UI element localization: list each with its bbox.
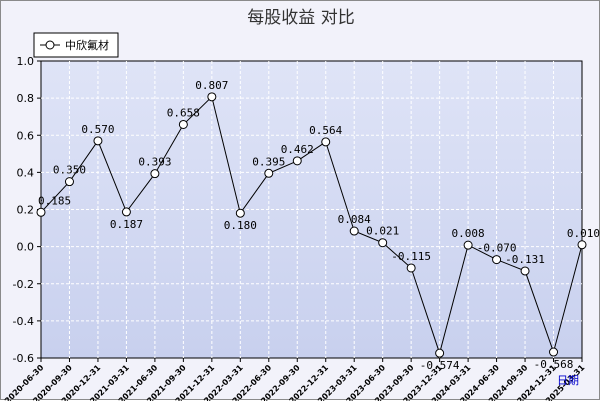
data-point — [549, 347, 559, 357]
data-point — [36, 207, 46, 217]
y-tick-label: 1.0 — [17, 55, 35, 68]
data-point — [435, 348, 445, 358]
data-label: 0.462 — [281, 143, 314, 156]
data-labels: 0.185 0.350 0.570 0.187 0.393 0.658 0.807 0.180… — [38, 79, 600, 372]
data-label: -0.568 — [534, 358, 574, 371]
y-tick-label: 0.4 — [17, 166, 35, 179]
data-label: 0.395 — [252, 155, 285, 168]
y-tick-label: 0.6 — [17, 129, 35, 142]
data-label: 0.010 — [567, 227, 600, 240]
grid-lines — [41, 61, 582, 358]
data-label: 0.393 — [138, 156, 171, 169]
data-point — [178, 119, 188, 129]
data-point — [406, 263, 416, 273]
data-label: 0.185 — [38, 194, 71, 207]
data-point — [321, 137, 331, 147]
chart-title: 每股收益 对比 — [247, 8, 354, 28]
data-label: 0.021 — [366, 225, 399, 238]
data-point — [349, 226, 359, 236]
data-label: 0.350 — [53, 164, 86, 177]
y-tick-label: -0.4 — [13, 315, 34, 328]
data-point — [207, 92, 217, 102]
data-label: -0.070 — [477, 242, 517, 255]
x-axis-label: 日期 — [557, 374, 579, 387]
data-label: 0.180 — [224, 219, 257, 232]
y-axis-ticks: 1.0 0.8 0.6 0.4 0.2 0.0 -0.2 -0.4 -0.6 — [13, 55, 41, 365]
data-label: -0.115 — [391, 250, 431, 263]
y-tick-label: 0.0 — [17, 241, 35, 254]
data-point — [463, 240, 473, 250]
data-point — [264, 168, 274, 178]
data-point — [93, 136, 103, 146]
data-label: 0.008 — [452, 227, 485, 240]
legend-marker-icon — [45, 40, 55, 50]
data-point — [520, 266, 530, 276]
data-label: 0.187 — [110, 218, 143, 231]
y-tick-label: 0.8 — [17, 92, 35, 105]
y-tick-label: -0.6 — [13, 352, 34, 365]
data-label: 0.564 — [309, 124, 342, 137]
x-axis-ticks: 2020-06-302020-09-302020-12-312021-03-31… — [3, 358, 587, 401]
data-label: 0.084 — [338, 213, 371, 226]
legend: 中欣氟材 — [33, 32, 119, 58]
series-markers — [36, 92, 587, 358]
data-label: -0.131 — [505, 253, 545, 266]
data-point — [492, 255, 502, 265]
data-point — [378, 238, 388, 248]
data-point — [121, 207, 131, 217]
data-label: -0.574 — [420, 359, 460, 372]
legend-series-name: 中欣氟材 — [65, 38, 109, 52]
data-label: 0.570 — [81, 123, 114, 136]
data-point — [64, 177, 74, 187]
data-point — [292, 156, 302, 166]
data-label: 0.807 — [195, 79, 228, 92]
data-point — [150, 169, 160, 179]
data-point — [235, 208, 245, 218]
data-label: 0.658 — [167, 106, 200, 119]
y-tick-label: -0.2 — [13, 278, 34, 291]
series-line-zhongxin — [40, 95, 583, 355]
y-tick-label: 0.2 — [17, 204, 35, 217]
data-point — [577, 240, 587, 250]
